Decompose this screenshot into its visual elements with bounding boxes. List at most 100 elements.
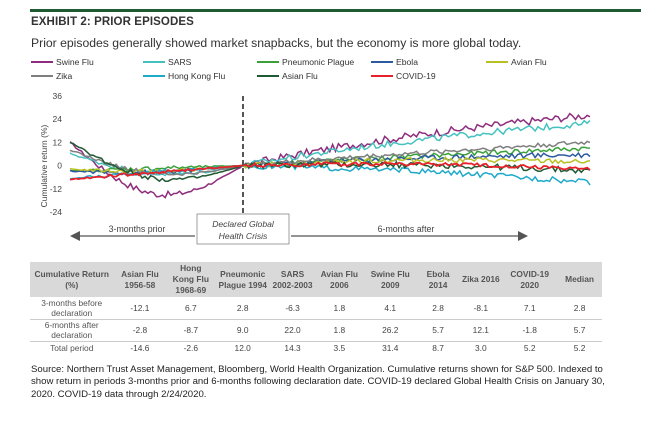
legend-swatch xyxy=(371,75,393,77)
legend-swatch xyxy=(143,75,165,77)
table-cell: 31.4 xyxy=(382,342,399,353)
table-header-cell: Ebola 2014 xyxy=(416,262,460,297)
legend-label: SARS xyxy=(168,57,192,67)
after-arrow-label: 6-months after xyxy=(378,224,435,234)
legend-item-sars: SARS xyxy=(143,57,191,67)
y-tick-label: -24 xyxy=(50,207,63,217)
legend-label: Asian Flu xyxy=(282,71,318,81)
table-cell: 12.1 xyxy=(459,319,503,342)
table-cell: 7.1 xyxy=(502,297,558,320)
series-line-swine-flu xyxy=(69,112,591,199)
y-tick-label: 24 xyxy=(53,114,63,124)
table-cell: 2.8 xyxy=(416,297,460,320)
table-cell: 26.2 xyxy=(363,319,417,342)
returns-table: Cumulative Return (%) Asian Flu 1956-58 … xyxy=(30,262,602,354)
y-axis-label: Cumulative return (%) xyxy=(39,125,49,208)
series-line-hong-kong-flu xyxy=(69,162,591,186)
legend-label: Avian Flu xyxy=(511,57,547,67)
legend-label: COVID-19 xyxy=(396,71,436,81)
table-cell: 4.1 xyxy=(363,297,417,320)
legend-swatch xyxy=(31,75,53,77)
table-cell: -8.7 xyxy=(166,319,216,342)
prior-arrow-label: 3-months prior xyxy=(109,224,166,234)
top-rule xyxy=(30,9,641,12)
table-cell: 22.0 xyxy=(270,319,315,342)
legend-swatch xyxy=(143,61,165,63)
y-tick-label: 12 xyxy=(53,137,63,147)
legend-item-asian-flu: Asian Flu xyxy=(257,71,318,81)
prior-arrow-head xyxy=(70,231,80,241)
legend-swatch xyxy=(371,61,393,63)
series-line-covid-19 xyxy=(69,161,591,181)
table-header-cell: Swine Flu 2009 xyxy=(363,262,417,297)
y-tick-label: 36 xyxy=(53,91,63,101)
legend-swatch xyxy=(257,61,279,63)
legend-item-pneumonic-plague: Pneumonic Plague xyxy=(257,57,354,67)
table-cell: 9.0 xyxy=(215,319,271,342)
y-tick-label: 0 xyxy=(57,161,62,171)
legend-swatch xyxy=(486,61,508,63)
table-cell: 5.2 xyxy=(523,342,536,353)
table-cell: 5.7 xyxy=(557,319,602,342)
table-cell: 12.0 xyxy=(234,342,251,353)
legend-label: Zika xyxy=(56,71,73,81)
table-cell: -2.8 xyxy=(113,319,167,342)
table-cell: 3.5 xyxy=(333,342,346,353)
table-cell: 5.7 xyxy=(416,319,460,342)
legend-item-swine-flu: Swine Flu xyxy=(31,57,94,67)
legend-item-covid-19: COVID-19 xyxy=(371,71,436,81)
table-cell: 6.7 xyxy=(166,297,216,320)
legend-item-ebola: Ebola xyxy=(371,57,418,67)
row-label: 6-months after declaration xyxy=(30,319,114,342)
table-header-cell: Avian Flu 2006 xyxy=(314,262,364,297)
legend-swatch xyxy=(31,61,53,63)
series-line-zika xyxy=(69,140,591,177)
table-cell: -2.6 xyxy=(183,342,199,353)
table-header-cell: Zika 2016 xyxy=(459,262,503,297)
exhibit-title: EXHIBIT 2: PRIOR EPISODES xyxy=(31,16,194,28)
table-cell: 14.3 xyxy=(284,342,301,353)
table-cell: -14.6 xyxy=(130,342,150,353)
table-row: 3-months before declaration -12.1 6.7 2.… xyxy=(30,297,602,320)
table-header-cell: Median xyxy=(557,262,602,297)
table-cell: 1.8 xyxy=(314,297,364,320)
after-arrow-head xyxy=(518,231,528,241)
legend-item-avian-flu: Avian Flu xyxy=(486,57,547,67)
table-header-cell: Asian Flu 1956-58 xyxy=(113,262,167,297)
declaration-label-line2: Health Crisis xyxy=(219,231,268,241)
table-cell: -1.8 xyxy=(502,319,558,342)
row-label: 3-months before declaration xyxy=(30,297,114,320)
legend-label: Ebola xyxy=(396,57,418,67)
series-line-pneumonic-plague xyxy=(70,146,591,173)
table-cell: 3.0 xyxy=(474,342,487,353)
declaration-label-line1: Declared Global xyxy=(212,219,275,229)
table-cell: 8.7 xyxy=(432,342,444,353)
table-header-cell: Hong Kong Flu 1968-69 xyxy=(166,262,216,297)
legend-item-zika: Zika xyxy=(31,71,72,81)
table-cell: 2.8 xyxy=(557,297,602,320)
table-header-cell: COVID-19 2020 xyxy=(502,262,558,297)
legend-label: Hong Kong Flu xyxy=(168,71,226,81)
table-cell: 5.2 xyxy=(573,342,586,353)
table-cell: -12.1 xyxy=(113,297,167,320)
table-row: Total period -14.6 -2.6 12.0 14.3 3.5 31… xyxy=(30,341,602,354)
table-row: 6-months after declaration -2.8 -8.7 9.0… xyxy=(30,319,602,342)
table-header-cell: Cumulative Return (%) xyxy=(30,262,114,297)
legend-item-hong-kong-flu: Hong Kong Flu xyxy=(143,71,225,81)
source-footnote: Source: Northern Trust Asset Management,… xyxy=(31,364,605,400)
row-label: Total period xyxy=(50,342,94,353)
declaration-label-box xyxy=(196,213,290,245)
y-tick-label: -12 xyxy=(50,184,63,194)
legend-label: Swine Flu xyxy=(56,57,94,67)
table-cell: -6.3 xyxy=(270,297,315,320)
table-cell: 2.8 xyxy=(215,297,271,320)
table-cell: 1.8 xyxy=(314,319,364,342)
table-cell: -8.1 xyxy=(459,297,503,320)
table-header-cell: SARS 2002-2003 xyxy=(270,262,315,297)
line-chart: Cumulative return (%) 36 24 12 0 -12 -24 Decl… xyxy=(39,91,591,245)
table-header-row: Cumulative Return (%) Asian Flu 1956-58 … xyxy=(30,262,602,297)
table-header-cell: Pneumonic Plague 1994 xyxy=(215,262,271,297)
exhibit-subtitle: Prior episodes generally showed market s… xyxy=(31,36,522,50)
legend-swatch xyxy=(257,75,279,77)
legend-label: Pneumonic Plague xyxy=(282,57,355,67)
